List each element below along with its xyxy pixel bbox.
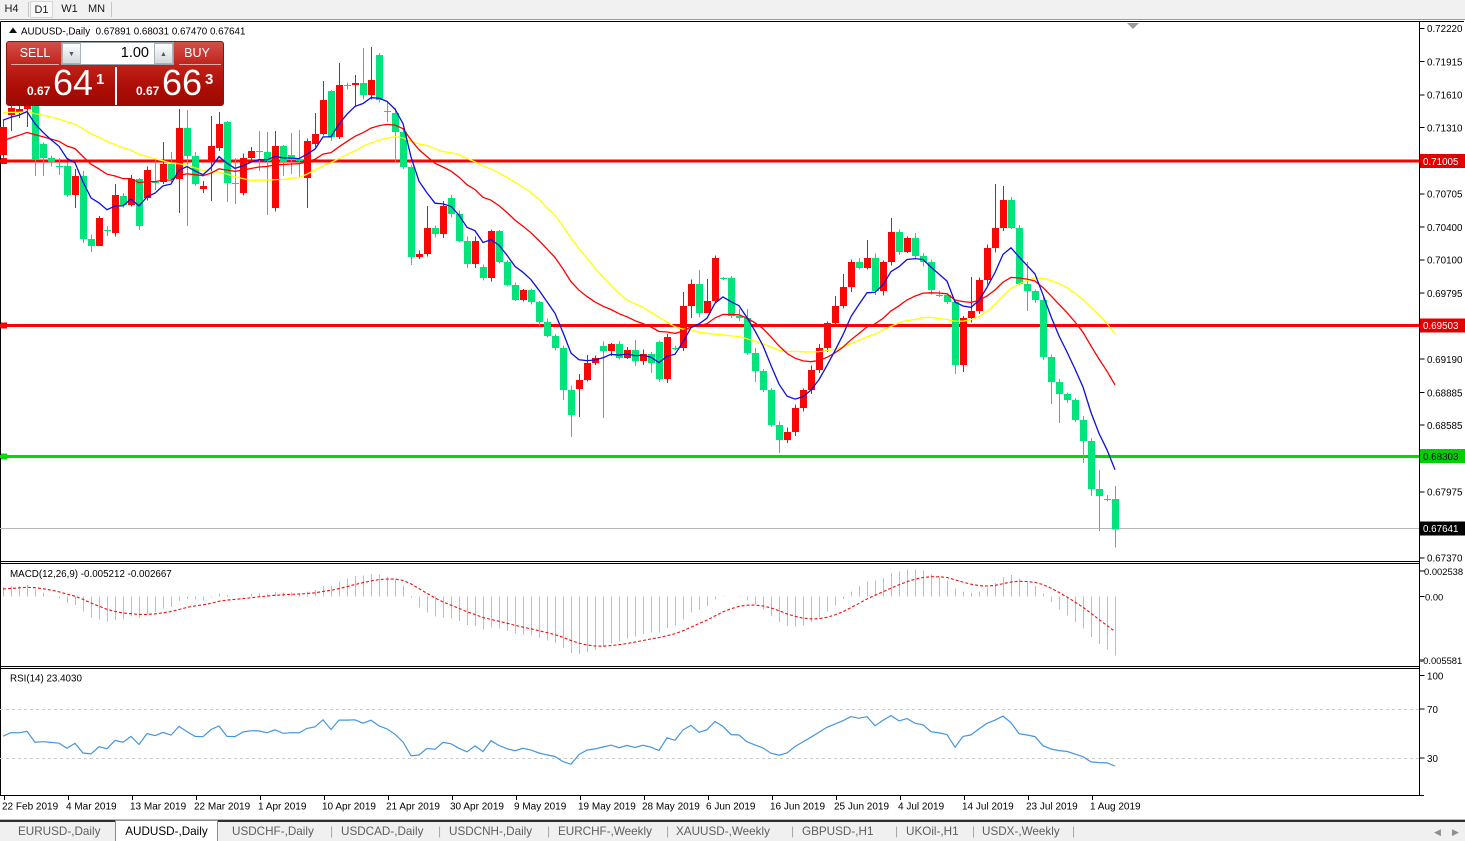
svg-text:0.68885: 0.68885 (1427, 388, 1463, 399)
svg-text:1 Apr 2019: 1 Apr 2019 (258, 802, 307, 813)
svg-text:22 Feb 2019: 22 Feb 2019 (2, 802, 59, 813)
svg-text:AUDUSD-,Daily 0.67891 0.68031: AUDUSD-,Daily 0.67891 0.68031 0.67470 0.… (21, 27, 245, 38)
svg-text:-0.005581: -0.005581 (1420, 655, 1462, 666)
svg-text:23 Jul 2019: 23 Jul 2019 (1026, 802, 1078, 813)
svg-text:19 May 2019: 19 May 2019 (578, 802, 636, 813)
svg-text:28 May 2019: 28 May 2019 (642, 802, 700, 813)
svg-text:0.68585: 0.68585 (1427, 421, 1463, 432)
svg-text:16 Jun 2019: 16 Jun 2019 (770, 802, 825, 813)
svg-text:70: 70 (1427, 705, 1438, 716)
svg-text:22 Mar 2019: 22 Mar 2019 (194, 802, 251, 813)
svg-text:13 Mar 2019: 13 Mar 2019 (130, 802, 187, 813)
svg-text:0.70100: 0.70100 (1427, 256, 1463, 267)
svg-text:0.00: 0.00 (1425, 591, 1443, 602)
svg-text:0.67370: 0.67370 (1427, 554, 1463, 565)
svg-text:0.67641: 0.67641 (1423, 524, 1458, 535)
svg-text:100: 100 (1427, 671, 1444, 682)
svg-text:0.68303: 0.68303 (1423, 452, 1459, 463)
svg-text:30: 30 (1427, 754, 1438, 765)
svg-text:0.71610: 0.71610 (1427, 91, 1463, 102)
svg-text:4 Jul 2019: 4 Jul 2019 (898, 802, 945, 813)
svg-text:6 Jun 2019: 6 Jun 2019 (706, 802, 756, 813)
svg-text:14 Jul 2019: 14 Jul 2019 (962, 802, 1014, 813)
svg-text:30 Apr 2019: 30 Apr 2019 (450, 802, 504, 813)
svg-text:0.70400: 0.70400 (1427, 223, 1463, 234)
svg-text:0.69190: 0.69190 (1427, 355, 1463, 366)
svg-text:0.71915: 0.71915 (1427, 57, 1463, 68)
svg-text:0.71005: 0.71005 (1423, 157, 1459, 168)
svg-text:0.69503: 0.69503 (1423, 321, 1459, 332)
svg-text:0.71310: 0.71310 (1427, 124, 1463, 135)
svg-text:21 Apr 2019: 21 Apr 2019 (386, 802, 440, 813)
svg-text:4 Mar 2019: 4 Mar 2019 (66, 802, 117, 813)
svg-text:25 Jun 2019: 25 Jun 2019 (834, 802, 889, 813)
svg-text:MACD(12,26,9) -0.005212 -0.002: MACD(12,26,9) -0.005212 -0.002667 (10, 569, 172, 580)
svg-text:9 May 2019: 9 May 2019 (514, 802, 567, 813)
svg-text:0.69795: 0.69795 (1427, 289, 1463, 300)
svg-text:0.67975: 0.67975 (1427, 488, 1463, 499)
svg-text:1 Aug 2019: 1 Aug 2019 (1090, 802, 1141, 813)
svg-text:0.002538: 0.002538 (1424, 566, 1463, 577)
svg-text:0.72220: 0.72220 (1427, 24, 1463, 35)
svg-text:0.70705: 0.70705 (1427, 190, 1463, 201)
svg-text:RSI(14) 23.4030: RSI(14) 23.4030 (10, 674, 82, 685)
svg-text:10 Apr 2019: 10 Apr 2019 (322, 802, 376, 813)
